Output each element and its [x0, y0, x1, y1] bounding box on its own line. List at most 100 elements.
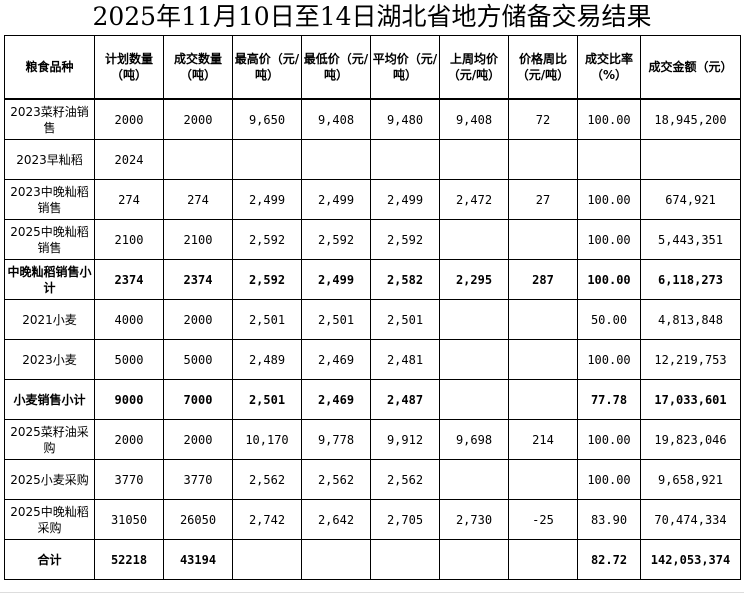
- value-cell: 2,592: [370, 219, 440, 260]
- value-cell: 2,501: [301, 299, 371, 340]
- subtotal-row: 中晚籼稻销售小计 2374 2374 2,592 2,499 2,582 2,295 287 1…: [4, 259, 741, 300]
- value-cell: 100.00: [577, 98, 641, 140]
- value-cell: [508, 459, 578, 500]
- value-cell: 70,474,334: [640, 499, 741, 540]
- value-cell: 9,658,921: [640, 459, 741, 500]
- value-cell: 2,582: [370, 259, 440, 300]
- value-cell: 2,481: [370, 339, 440, 380]
- value-cell: 3770: [94, 459, 164, 500]
- value-cell: [370, 139, 440, 180]
- value-cell: 7000: [163, 379, 233, 420]
- value-cell: 2,642: [301, 499, 371, 540]
- value-cell: [508, 379, 578, 420]
- value-cell: 9,480: [370, 98, 440, 140]
- value-cell: 2100: [94, 219, 164, 260]
- value-cell: 9,698: [439, 419, 509, 460]
- value-cell: [232, 539, 302, 580]
- table-row: 2021小麦 4000 2000 2,501 2,501 2,501 50.00 4,813,…: [4, 299, 741, 340]
- value-cell: 4000: [94, 299, 164, 340]
- value-cell: [439, 459, 509, 500]
- value-cell: 2,742: [232, 499, 302, 540]
- value-cell: -25: [508, 499, 578, 540]
- value-cell: 2100: [163, 219, 233, 260]
- value-cell: 27: [508, 179, 578, 220]
- value-cell: [370, 539, 440, 580]
- table-row: 2023早籼稻 2024: [4, 139, 741, 180]
- value-cell: 100.00: [577, 219, 641, 260]
- value-cell: 2,501: [370, 299, 440, 340]
- column-header: 上周均价（元/吨）: [439, 35, 509, 100]
- value-cell: [508, 219, 578, 260]
- value-cell: [163, 139, 233, 180]
- grain-variety-cell: 2025中晚籼稻采购: [4, 499, 95, 540]
- table-row: 2025小麦采购 3770 3770 2,562 2,562 2,562 100.00 9,6…: [4, 459, 741, 500]
- value-cell: [439, 339, 509, 380]
- value-cell: 2,562: [370, 459, 440, 500]
- grain-variety-cell: 2025菜籽油采购: [4, 419, 95, 460]
- value-cell: 2,592: [232, 259, 302, 300]
- value-cell: 9,912: [370, 419, 440, 460]
- grain-variety-cell: 2021小麦: [4, 299, 95, 340]
- value-cell: 3770: [163, 459, 233, 500]
- value-cell: 274: [94, 179, 164, 220]
- value-cell: 2000: [94, 98, 164, 140]
- column-header: 最低价（元/吨）: [301, 35, 371, 100]
- page-title: 2025年11月10日至14日湖北省地方储备交易结果: [92, 2, 652, 31]
- value-cell: 6,118,273: [640, 259, 741, 300]
- value-cell: [577, 139, 641, 180]
- value-cell: [508, 139, 578, 180]
- value-cell: 100.00: [577, 459, 641, 500]
- value-cell: 82.72: [577, 539, 641, 580]
- grain-variety-cell: 中晚籼稻销售小计: [4, 259, 95, 300]
- value-cell: 2000: [163, 419, 233, 460]
- value-cell: 2,562: [301, 459, 371, 500]
- value-cell: 83.90: [577, 499, 641, 540]
- value-cell: 52218: [94, 539, 164, 580]
- value-cell: 43194: [163, 539, 233, 580]
- value-cell: 2374: [94, 259, 164, 300]
- table-row: 2023菜籽油销售 2000 2000 9,650 9,408 9,480 9,408 72 1…: [4, 98, 741, 140]
- value-cell: 674,921: [640, 179, 741, 220]
- value-cell: [439, 219, 509, 260]
- value-cell: 2,592: [232, 219, 302, 260]
- results-table: 粮食品种 计划数量（吨） 成交数量（吨） 最高价（元/吨） 最低价（元/吨） 平均价（元/…: [4, 35, 741, 580]
- value-cell: 9,650: [232, 98, 302, 140]
- grain-variety-cell: 2023菜籽油销售: [4, 98, 95, 140]
- value-cell: 100.00: [577, 179, 641, 220]
- grain-variety-cell: 2025中晚籼稻销售: [4, 219, 95, 260]
- column-header: 平均价（元/吨）: [370, 35, 440, 100]
- value-cell: [439, 299, 509, 340]
- value-cell: [301, 539, 371, 580]
- column-header: 成交数量（吨）: [163, 35, 233, 100]
- value-cell: [232, 139, 302, 180]
- column-header: 粮食品种: [4, 35, 95, 100]
- value-cell: 2,487: [370, 379, 440, 420]
- value-cell: 2,499: [301, 179, 371, 220]
- subtotal-row: 合计 52218 43194 82.72 142,053,374: [4, 539, 741, 580]
- value-cell: 2,501: [232, 299, 302, 340]
- value-cell: 100.00: [577, 339, 641, 380]
- value-cell: 50.00: [577, 299, 641, 340]
- value-cell: 9000: [94, 379, 164, 420]
- value-cell: [439, 539, 509, 580]
- value-cell: 10,170: [232, 419, 302, 460]
- value-cell: 2,501: [232, 379, 302, 420]
- value-cell: 9,778: [301, 419, 371, 460]
- value-cell: 31050: [94, 499, 164, 540]
- table-row: 2023小麦 5000 5000 2,489 2,469 2,481 100.00 12,21…: [4, 339, 741, 380]
- grain-variety-cell: 2023中晚籼稻销售: [4, 179, 95, 220]
- value-cell: 2,562: [232, 459, 302, 500]
- table-row: 2023中晚籼稻销售 274 274 2,499 2,499 2,499 2,472 27 10…: [4, 179, 741, 220]
- value-cell: [640, 139, 741, 180]
- value-cell: 142,053,374: [640, 539, 741, 580]
- value-cell: 18,945,200: [640, 98, 741, 140]
- value-cell: 9,408: [439, 98, 509, 140]
- column-header: 成交金额（元）: [640, 35, 741, 100]
- header-row: 粮食品种 计划数量（吨） 成交数量（吨） 最高价（元/吨） 最低价（元/吨） 平均价（元/…: [4, 35, 741, 100]
- value-cell: 19,823,046: [640, 419, 741, 460]
- value-cell: 2000: [163, 299, 233, 340]
- value-cell: 2,469: [301, 339, 371, 380]
- value-cell: [508, 299, 578, 340]
- value-cell: 214: [508, 419, 578, 460]
- column-header: 最高价（元/吨）: [232, 35, 302, 100]
